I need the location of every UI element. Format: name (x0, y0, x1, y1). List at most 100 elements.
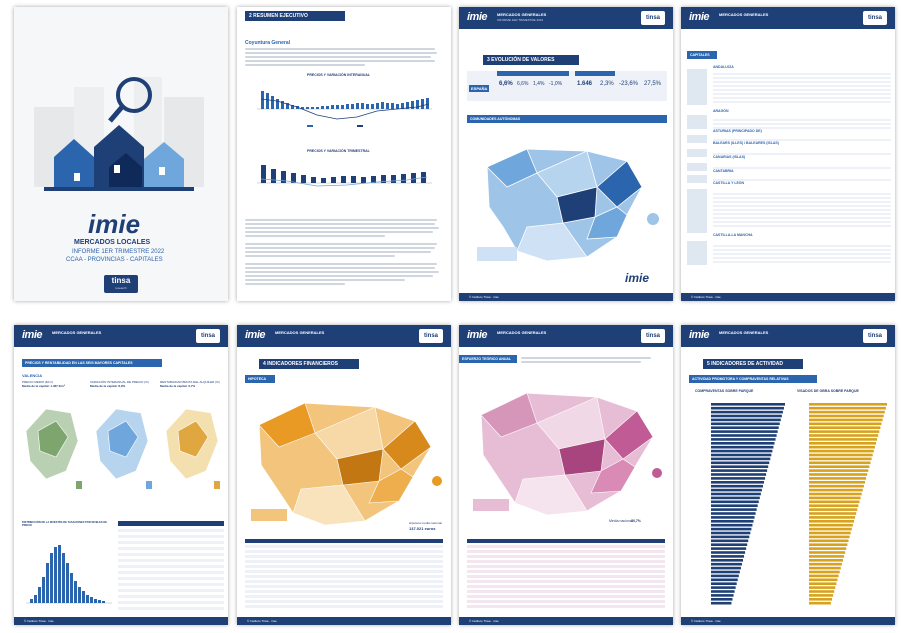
legend-title: Hipoteca media nacional (409, 521, 442, 525)
bar (809, 539, 849, 543)
bar (809, 484, 864, 488)
effort-table (467, 539, 665, 608)
bar (809, 531, 851, 535)
bar (809, 535, 850, 539)
bar (809, 426, 881, 429)
bar (711, 492, 761, 496)
bar (809, 527, 852, 531)
bar (809, 465, 870, 468)
magnifier-icon (116, 77, 152, 113)
section-title: 3 EVOLUCIÓN DE VALORES (483, 55, 579, 65)
bar (809, 469, 869, 472)
bar (711, 508, 757, 511)
bar (809, 406, 886, 410)
legend-title: Media nacional (609, 519, 633, 523)
section-title: CAPITALES (687, 51, 717, 59)
section-title: 5 INDICADORES DE ACTIVIDAD (703, 359, 803, 369)
bar (809, 453, 873, 457)
bar (711, 496, 760, 500)
bar (809, 488, 863, 492)
bar (711, 457, 771, 461)
page-header: imie MERCADOS GENERALES INFORME 1ER TRIM… (459, 7, 673, 29)
capitals-page[interactable]: imie MERCADOS GENERALES tinsa CAPITALES … (681, 7, 895, 301)
bar (711, 438, 776, 441)
cover-report: INFORME 1ER TRIMESTRE 2022 (72, 249, 165, 255)
bar (809, 516, 856, 519)
cover-subtitle: MERCADOS LOCALES (74, 239, 151, 246)
bar (809, 438, 878, 441)
bar (711, 473, 767, 476)
imie-watermark: imie (625, 271, 650, 285)
bar (809, 481, 865, 484)
bar (711, 469, 768, 472)
bar (711, 594, 734, 597)
bar (711, 512, 756, 515)
valencia-maps (25, 408, 220, 489)
bar (711, 562, 742, 566)
bar (711, 582, 737, 585)
price-yoy-chart (257, 91, 432, 127)
chart1-title: PRECIOS Y VARIACIÓN INTERANUAL (307, 73, 371, 77)
bar (711, 555, 745, 558)
bar (711, 578, 738, 582)
bar (711, 406, 784, 410)
bar (711, 574, 739, 578)
chart2-title: PRECIOS Y VARIACIÓN TRIMESTRAL (307, 149, 370, 153)
bar (809, 430, 880, 433)
bar (809, 512, 857, 515)
bar (711, 601, 732, 605)
bar (809, 590, 835, 593)
chart1-title: COMPRAVENTAS SOBRE PARQUE (695, 389, 754, 393)
kpi-strip: ESPAÑA 6,6% 6,6% 1,4% -1,0% 1.646 2,3% -… (467, 71, 667, 101)
values-evolution-page[interactable]: imie MERCADOS GENERALES INFORME 1ER TRIM… (459, 7, 673, 301)
bar (711, 465, 769, 468)
bar (711, 570, 740, 574)
bar (711, 586, 736, 589)
section-heading: Coyuntura General (245, 40, 291, 46)
bar (809, 473, 868, 476)
bar (809, 520, 854, 523)
subsection-title: HIPOTECA MEDIA (245, 375, 275, 389)
bar (711, 414, 782, 418)
executive-summary-page[interactable]: 2 RESUMEN EJECUTIVO Coyuntura General PR… (237, 7, 451, 301)
bar (809, 574, 839, 578)
page-header: imie MERCADOS GENERALES tinsa (459, 325, 673, 347)
bar (711, 426, 779, 429)
section-title: ESFUERZO TEÓRICO ANUAL (459, 355, 517, 363)
bar (711, 598, 733, 601)
bar (809, 477, 867, 480)
legend-value: 137.021 euros (409, 526, 436, 531)
bar (809, 523, 853, 527)
page-header: imie MERCADOS GENERALES tinsa (237, 325, 451, 347)
bar (809, 418, 883, 422)
mortgage-map (251, 402, 442, 526)
activity-indicators-page[interactable]: imie MERCADOS GENERALES tinsa 5 INDICADO… (681, 325, 895, 625)
bar (809, 410, 885, 414)
district-table (118, 521, 224, 610)
bar (809, 457, 872, 461)
effort-page[interactable]: imie MERCADOS GENERALES tinsa ESFUERZO T… (459, 325, 673, 625)
bar (809, 508, 858, 511)
bar (809, 500, 860, 504)
page-header: imie MERCADOS GENERALES tinsa (681, 325, 895, 347)
bar (809, 442, 876, 445)
effort-map (473, 392, 662, 516)
bar (711, 500, 759, 504)
bar (711, 434, 777, 437)
valencia-page[interactable]: imie MERCADOS GENERALES tinsa PRECIOS Y … (14, 325, 228, 625)
price-qoq-chart (257, 165, 432, 187)
bar (711, 590, 735, 593)
spain-map-blue (477, 148, 659, 262)
bar (809, 547, 847, 550)
financial-indicators-page[interactable]: imie MERCADOS GENERALES tinsa 4 INDICADO… (237, 325, 451, 625)
bar (711, 516, 755, 519)
bar (711, 504, 758, 507)
bar (809, 434, 879, 437)
bar (809, 555, 845, 558)
subsection-title: ACTIVIDAD PROMOTORA Y COMPRAVENTAS RELAT… (689, 375, 817, 383)
histogram-title: DISTRIBUCIÓN DE LA MUESTRA DE TASACIONES… (22, 521, 107, 527)
bar (711, 559, 743, 562)
bar (809, 504, 859, 507)
cover-page[interactable]: imie MERCADOS LOCALES INFORME 1ER TRIMES… (14, 7, 228, 301)
bar (711, 543, 748, 546)
